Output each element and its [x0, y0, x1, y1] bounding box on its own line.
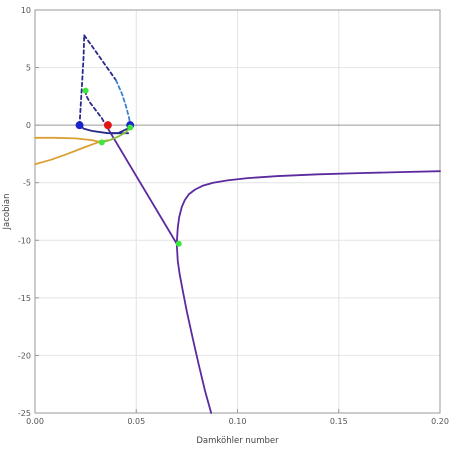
x-tick-label: 0.20 [431, 417, 449, 426]
marker-point [103, 121, 112, 130]
x-axis-title: Damköhler number [196, 436, 279, 446]
y-axis-title: Jacobian [2, 194, 12, 231]
x-tick-label: 0.00 [26, 417, 44, 426]
series-line-purple_diagonal [104, 124, 178, 245]
y-tick-label: -5 [23, 179, 31, 188]
y-tick-label: 5 [26, 64, 31, 73]
series-line-navy_dashed_top [83, 34, 117, 82]
marker-point [175, 240, 182, 247]
x-tick-label: 0.15 [330, 417, 348, 426]
y-tick-label: -20 [18, 351, 31, 360]
series-line-orange_lower [34, 139, 109, 166]
x-axis-ticks: 0.00 0.05 0.10 0.15 0.20 [26, 409, 449, 426]
y-tick-label: 10 [21, 6, 31, 15]
series-line-green_curve [100, 126, 132, 144]
marker-point [75, 121, 84, 130]
points-layer [75, 87, 182, 247]
series-line-navy_dashed_inner [84, 89, 107, 127]
y-axis-ticks: -25 -20 -15 -10 -5 0 5 10 [18, 6, 39, 418]
series-line-navy_curve [78, 124, 132, 135]
series-line-purple_lower [175, 242, 213, 414]
grid [35, 10, 440, 413]
series-line-orange_upper [34, 136, 103, 144]
marker-point [82, 87, 89, 94]
y-tick-label: -25 [18, 409, 31, 418]
series-line-blue_dashed [115, 79, 132, 127]
marker-point [127, 124, 134, 131]
y-tick-label: 0 [26, 121, 31, 130]
x-tick-label: 0.10 [229, 417, 247, 426]
y-tick-label: -10 [18, 236, 31, 245]
series-layer [34, 34, 441, 414]
y-tick-label: -15 [18, 294, 31, 303]
series-line-purple_upper [175, 170, 441, 245]
marker-point [98, 139, 105, 146]
series-line-navy_dashed_left [78, 34, 86, 127]
x-tick-label: 0.05 [127, 417, 145, 426]
